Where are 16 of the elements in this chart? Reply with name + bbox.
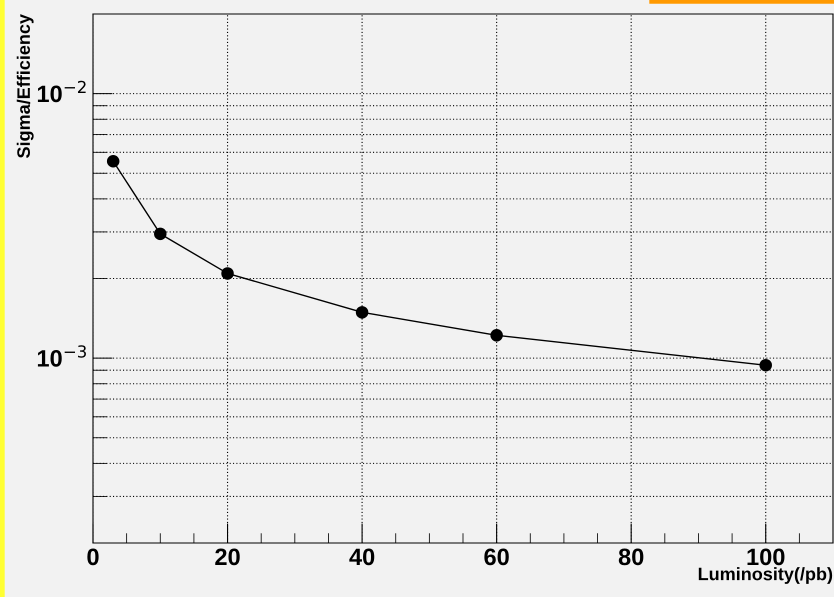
x-tick-label: 60 bbox=[484, 548, 509, 566]
point bbox=[221, 267, 234, 280]
point bbox=[106, 155, 120, 168]
y-tick-label: 10$^{−3}$ bbox=[38, 345, 86, 367]
point bbox=[759, 358, 772, 372]
point bbox=[490, 329, 503, 342]
x-tick-label: 20 bbox=[215, 548, 240, 566]
x-tick-label: 0 bbox=[87, 548, 99, 566]
x-tick-label: 100 bbox=[748, 548, 784, 566]
y-tick-label: 10$^{−2}$ bbox=[38, 80, 86, 102]
x-tick-label: 40 bbox=[349, 548, 374, 566]
x-tick-label: 80 bbox=[618, 548, 644, 566]
y-axis-title: Sigma/Efficiency bbox=[16, 14, 34, 158]
x-axis-title: Luminosity(/pb) bbox=[698, 567, 832, 584]
point bbox=[356, 306, 368, 319]
point bbox=[154, 228, 167, 240]
